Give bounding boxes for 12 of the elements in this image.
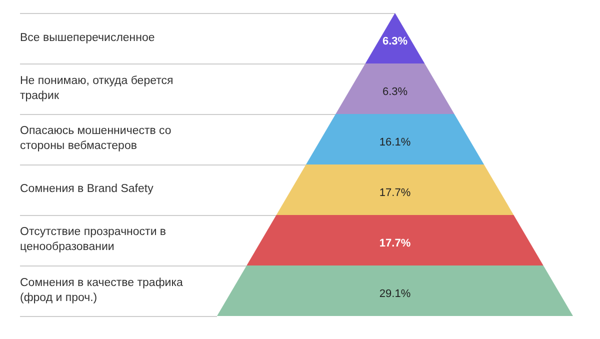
data-label: 6.3% <box>382 35 408 48</box>
data-label: 16.1% <box>379 136 411 148</box>
category-label: Сомнения в качестве трафика (фрод и проч.) <box>20 276 184 306</box>
category-label: Не понимаю, откуда берется трафик <box>20 74 174 104</box>
category-label: Опасаюсь мошенничеств со стороны вебмастеров <box>20 124 172 154</box>
category-label: Все вышеперечисленное <box>20 30 155 46</box>
data-label: 17.7% <box>379 237 411 250</box>
data-label: 29.1% <box>379 288 411 300</box>
category-label: Сомнения в Brand Safety <box>20 182 154 198</box>
category-label: Отсутствие прозрачности в ценообразовании <box>20 225 168 256</box>
data-label: 17.7% <box>379 186 411 199</box>
data-label: 6.3% <box>382 86 408 98</box>
